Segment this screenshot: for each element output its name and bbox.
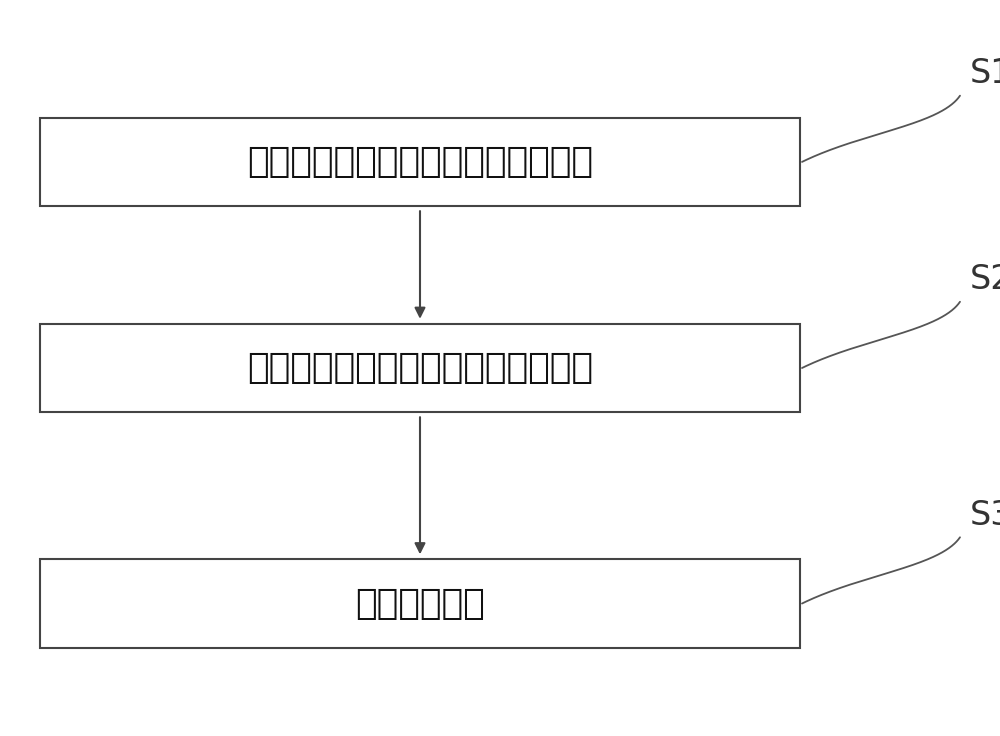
Text: S200: S200 bbox=[970, 263, 1000, 296]
Text: S300: S300 bbox=[970, 499, 1000, 531]
Text: 将电极置于含硫化钠的溶液中预处理: 将电极置于含硫化钠的溶液中预处理 bbox=[247, 351, 593, 385]
Text: S100: S100 bbox=[970, 57, 1000, 90]
Text: 绘制浓度曲线: 绘制浓度曲线 bbox=[355, 587, 485, 620]
Bar bbox=[40, 324, 800, 412]
Bar bbox=[40, 559, 800, 648]
Bar bbox=[40, 118, 800, 206]
Text: 银纳米颗粒沉积于碳纤维微电极表面: 银纳米颗粒沉积于碳纤维微电极表面 bbox=[247, 145, 593, 179]
